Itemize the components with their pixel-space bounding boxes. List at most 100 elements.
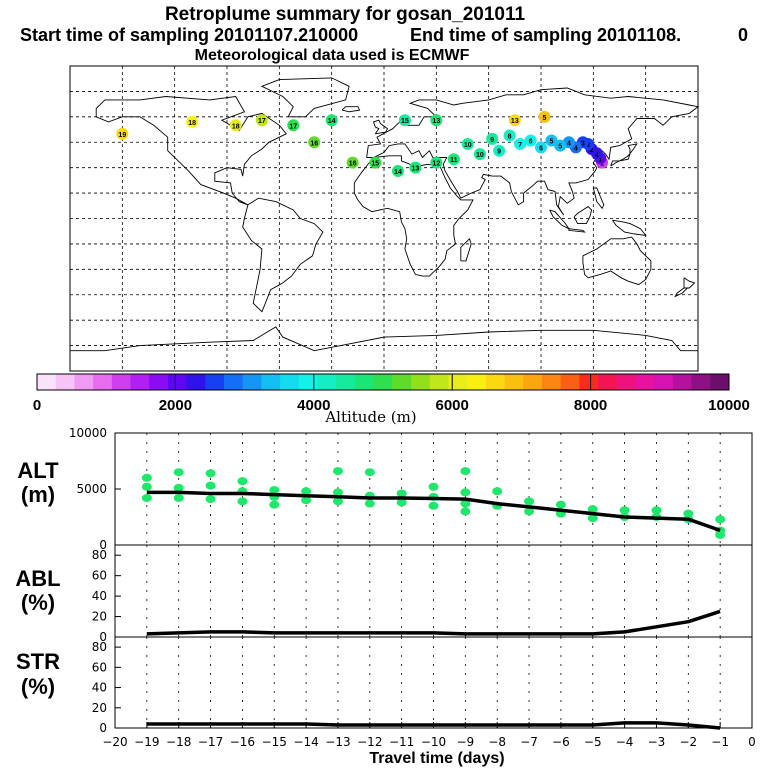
colorbar-swatch [186,374,206,390]
altitude-point [301,487,312,496]
plume-marker [461,137,474,150]
coastline [573,206,593,225]
altitude-point [460,499,471,508]
coastline [341,106,361,113]
coastline [592,187,605,210]
altitude-point [396,498,407,507]
x-tick-label: −3 [648,735,666,749]
plume-day-label: 1 [600,161,604,168]
altitude-point [205,469,216,478]
coastline [353,155,474,277]
colorbar-swatch [710,374,730,390]
plume-day-label: 1 [598,156,602,163]
plume-marker [409,161,422,174]
altitude-point [524,497,535,506]
plume-day-label: 12 [432,161,440,168]
colorbar-swatch [298,374,319,390]
colorbar-swatch [205,374,225,390]
plume-marker [430,156,443,169]
plume-day-label: 16 [310,140,318,147]
y-tick-label: 0 [99,721,107,735]
x-tick-label: −17 [198,735,223,749]
plume-marker [229,119,242,132]
coastline [460,237,472,262]
colorbar-swatch [55,374,75,390]
colorbar-swatch [261,374,281,390]
altitude-point [428,501,439,510]
end-time-value: 0 [738,25,748,45]
colorbar-swatch [429,374,449,390]
abl-unit: (%) [21,590,55,615]
plume-day-label: 7 [518,142,522,149]
colorbar-tick-label: 2000 [159,397,192,414]
colorbar-swatch [280,374,300,390]
colorbar-tick-label: 8000 [574,397,607,414]
altitude-point [141,482,152,491]
abl-panel: 80 60 40 20 0 [92,544,753,644]
colorbar-swatch [654,374,674,390]
world-map: 1122334455667899101011121314151616171718… [69,65,700,372]
plume-marker [391,165,404,178]
plume-day-label: 2 [595,151,599,158]
altitude-point [301,496,312,505]
str-unit: (%) [21,674,55,699]
colorbar-label: Altitude (m) [324,408,416,426]
abl-label: ABL [15,566,60,591]
colorbar-swatch [485,374,506,390]
altitude-point [619,506,630,515]
coastline [366,87,700,216]
altitude-point [460,467,471,476]
plume-day-label: 19 [118,132,126,139]
x-tick-label: −14 [293,735,318,749]
alt-unit: (m) [21,482,55,507]
x-tick-label: −5 [584,735,602,749]
plume-day-label: 4 [567,140,571,147]
x-tick-label: −9 [456,735,474,749]
x-tick-label: −12 [357,735,382,749]
plume-marker [346,156,359,169]
plume-day-label: 5 [558,144,562,151]
colorbar-swatch [467,374,487,390]
x-tick-label: −8 [488,735,506,749]
altitude-point [555,500,566,509]
x-tick-label: −18 [166,735,191,749]
plume-day-label: 6 [539,145,543,152]
colorbar-swatch [579,374,599,390]
altitude-point [205,481,216,490]
plume-day-label: 3 [586,142,590,149]
median-line [146,609,721,636]
x-tick-label: −20 [102,735,127,749]
colorbar-tick-label: 10000 [708,397,750,414]
colorbar-swatch [523,374,543,390]
y-tick-label: 20 [92,701,107,715]
y-tick-label: 80 [92,640,107,654]
plume-day-label: 5 [543,115,547,122]
plume-marker [325,114,338,127]
colorbar-swatch [448,374,468,390]
x-tick-label: −2 [679,735,697,749]
coastline [372,119,389,135]
coastline [260,77,350,118]
altitude-point [141,473,152,482]
colorbar-swatch [224,374,244,390]
colorbar-swatch [635,374,655,390]
y-tick-label: 10000 [69,426,107,440]
plume-marker [524,134,537,147]
x-tick-label: −13 [325,735,350,749]
colorbar-swatch [560,374,580,390]
plume-day-label: 14 [394,169,402,176]
altitude-point [332,488,343,497]
plume-day-label: 13 [511,118,519,125]
altitude-point [173,493,184,502]
colorbar-swatch [130,374,150,390]
plume-day-label: 8 [508,133,512,140]
colorbar-swatch [37,374,57,390]
x-axis-ticks: −20 −19 −18 −17 −16 −15 −14 −13 −12 −11 −10 −9 −8 −7−… [102,722,756,749]
end-time-text: End time of sampling 20101108. [410,25,681,45]
plume-marker [545,134,558,147]
plume-day-label: 11 [450,157,458,164]
colorbar-swatch [691,374,711,390]
str-label: STR [16,649,60,674]
plume-day-label: 17 [289,123,297,130]
median-line [146,490,721,533]
